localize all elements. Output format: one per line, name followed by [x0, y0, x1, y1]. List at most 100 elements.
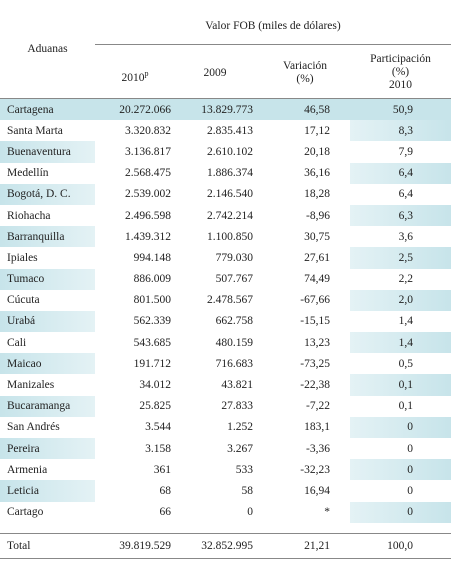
- row-name: Cali: [7, 336, 27, 349]
- cell: -73,25: [300, 357, 330, 370]
- cell: 100,0: [387, 539, 413, 552]
- row-name: Maicao: [0, 353, 95, 375]
- cell: 2.146.540: [207, 188, 253, 201]
- table-row: Santa Marta 3.320.832 2.835.413 17,12 8,3: [0, 120, 451, 142]
- col-line: (%): [296, 73, 314, 85]
- cell: 36,16: [304, 167, 330, 180]
- cell: 3.267: [227, 442, 253, 455]
- cell: 2.539.002: [125, 188, 171, 201]
- cell: -3,36: [306, 442, 330, 455]
- cell: 6,4: [398, 188, 413, 201]
- cell: *: [324, 506, 330, 519]
- table-row: Manizales 34.012 43.821 -22,38 0,1: [0, 374, 451, 396]
- row-name: Cúcuta: [7, 294, 40, 307]
- cell: 3.320.832: [125, 124, 171, 137]
- cell: 2.568.475: [125, 167, 171, 180]
- cell: 779.030: [215, 251, 253, 264]
- table-row: Pereira 3.158 3.267 -3,36 0: [0, 438, 451, 460]
- row-name: Pereira: [0, 438, 95, 460]
- cell: 2,0: [350, 289, 451, 311]
- cell: 0: [350, 459, 451, 481]
- cell: 32.852.995: [201, 539, 253, 552]
- cell: 6,3: [350, 204, 451, 227]
- cell: 2,5: [350, 247, 451, 269]
- col-header: 2009: [203, 67, 227, 79]
- cell: 0: [407, 484, 413, 497]
- table-row: San Andrés 3.544 1.252 183,1 0: [0, 416, 451, 438]
- cell: 2.835.413: [207, 124, 253, 137]
- cell: 0,1: [398, 400, 413, 413]
- cell: 3.544: [145, 421, 171, 434]
- table-row: Medellín 2.568.475 1.886.374 36,16 6,4: [0, 162, 451, 184]
- table-row: Tumaco 886.009 507.767 74,49 2,2: [0, 268, 451, 290]
- cell: 0: [350, 501, 451, 523]
- cell: 39.819.529: [119, 539, 171, 552]
- cell: 543.685: [133, 336, 171, 349]
- cell: 46,58: [265, 99, 350, 121]
- cell: 68: [159, 484, 172, 497]
- cell: 3,6: [398, 230, 413, 243]
- table-row: Cartagena 20.272.066 13.829.773 46,58 50,9: [0, 99, 451, 121]
- cell: 74,49: [304, 273, 330, 286]
- row-name: Tumaco: [0, 268, 95, 290]
- cell: 716.683: [215, 357, 253, 370]
- cell: 1,4: [398, 315, 413, 328]
- cell: 562.339: [133, 315, 171, 328]
- col-header: Variación (%): [265, 60, 345, 86]
- cell: 0: [247, 506, 253, 519]
- table-row: Leticia 68 58 16,94 0: [0, 480, 451, 502]
- table-row: Cartago 66 0 * 0: [0, 501, 451, 523]
- data-table: Cartagena 20.272.066 13.829.773 46,58 50,9 Sa…: [0, 99, 451, 523]
- col-sup: p: [144, 69, 149, 78]
- row-name: Cartagena: [0, 99, 95, 121]
- cell: 183,1: [304, 421, 330, 434]
- table-header: Aduanas Valor FOB (miles de dólares) 201…: [0, 0, 451, 99]
- cell: 34.012: [139, 379, 171, 392]
- row-label: Aduanas: [27, 43, 68, 55]
- cell: -7,22: [306, 400, 330, 413]
- cell: 2,2: [398, 273, 413, 286]
- cell: 8,3: [350, 120, 451, 142]
- cell: 6,4: [350, 162, 451, 184]
- table-row: Bogotá, D. C. 2.539.002 2.146.540 18,28 6,4: [0, 183, 451, 205]
- table-row: Total 39.819.529 32.852.995 21,21 100,0: [0, 533, 451, 558]
- table-row: Urabá 562.339 662.758 -15,15 1,4: [0, 310, 451, 333]
- cell: 58: [241, 484, 254, 497]
- cell: -67,66: [300, 294, 330, 307]
- cell: 50,9: [350, 99, 451, 121]
- table-row: Cali 543.685 480.159 13,23 1,4: [0, 332, 451, 354]
- cell: -8,96: [306, 209, 330, 222]
- cell: 1.886.374: [207, 167, 253, 180]
- cell: 13.829.773: [175, 99, 265, 121]
- row-name: Total: [7, 539, 31, 552]
- row-name: Barranquilla: [0, 226, 95, 248]
- cell: 533: [235, 463, 253, 476]
- cell: -22,38: [300, 379, 330, 392]
- cell: 2.496.598: [125, 209, 171, 222]
- row-name: San Andrés: [7, 421, 60, 434]
- cell: 27.833: [221, 400, 253, 413]
- cell: 0,5: [398, 357, 413, 370]
- table-row: Armenia 361 533 -32,23 0: [0, 459, 451, 481]
- cell: 21,21: [304, 539, 330, 552]
- table-row: Bucaramanga 25.825 27.833 -7,22 0,1: [0, 395, 451, 417]
- cell: 43.821: [221, 379, 253, 392]
- table-row: Riohacha 2.496.598 2.742.214 -8,96 6,3: [0, 204, 451, 227]
- row-name: Cartago: [7, 506, 44, 519]
- row-name: Riohacha: [7, 209, 51, 222]
- cell: 20.272.066: [95, 99, 175, 121]
- group-header: Valor FOB (miles de dólares): [205, 20, 341, 32]
- total-table: Total 39.819.529 32.852.995 21,21 100,0: [0, 532, 451, 559]
- col-line: Variación: [282, 60, 328, 72]
- cell: 25.825: [139, 400, 171, 413]
- cell: 30,75: [304, 230, 330, 243]
- row-name: Manizales: [7, 379, 55, 392]
- cell: -15,15: [300, 315, 330, 328]
- table-row: Ipiales 994.148 779.030 27,61 2,5: [0, 247, 451, 269]
- row-name: Leticia: [0, 480, 95, 502]
- cell: 27,61: [304, 251, 330, 264]
- cell: 0,1: [350, 374, 451, 396]
- cell: 886.009: [133, 273, 171, 286]
- cell: 1.439.312: [125, 230, 171, 243]
- table-row: Cúcuta 801.500 2.478.567 -67,66 2,0: [0, 289, 451, 311]
